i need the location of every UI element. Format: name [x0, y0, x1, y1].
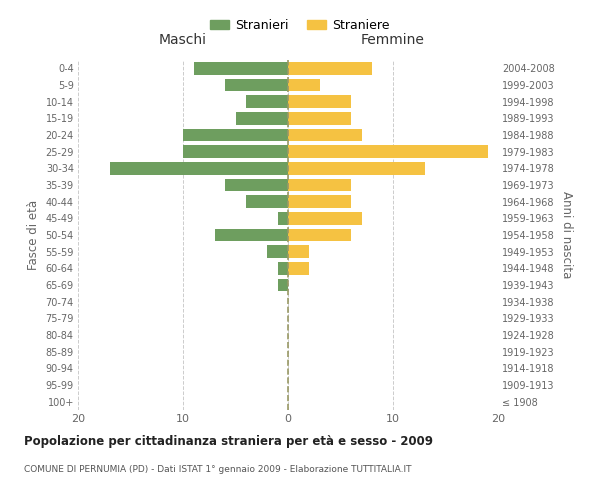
Bar	[215, 229, 288, 241]
Text: Maschi: Maschi	[159, 32, 207, 46]
Text: Femmine: Femmine	[361, 32, 425, 46]
Bar	[288, 262, 309, 274]
Bar	[288, 229, 351, 241]
Bar	[225, 179, 288, 192]
Y-axis label: Anni di nascita: Anni di nascita	[560, 192, 574, 278]
Text: Popolazione per cittadinanza straniera per età e sesso - 2009: Popolazione per cittadinanza straniera p…	[24, 435, 433, 448]
Bar	[225, 79, 288, 92]
Bar	[183, 146, 288, 158]
Bar	[246, 96, 288, 108]
Bar	[288, 246, 309, 258]
Bar	[288, 112, 351, 124]
Legend: Stranieri, Straniere: Stranieri, Straniere	[205, 14, 395, 37]
Bar	[288, 62, 372, 74]
Bar	[288, 162, 425, 174]
Bar	[277, 262, 288, 274]
Bar	[288, 196, 351, 208]
Bar	[288, 79, 320, 92]
Bar	[288, 179, 351, 192]
Bar	[277, 279, 288, 291]
Bar	[288, 129, 361, 141]
Bar	[183, 129, 288, 141]
Text: COMUNE DI PERNUMIA (PD) - Dati ISTAT 1° gennaio 2009 - Elaborazione TUTTITALIA.I: COMUNE DI PERNUMIA (PD) - Dati ISTAT 1° …	[24, 465, 412, 474]
Bar	[267, 246, 288, 258]
Bar	[193, 62, 288, 74]
Bar	[235, 112, 288, 124]
Y-axis label: Fasce di età: Fasce di età	[27, 200, 40, 270]
Bar	[288, 96, 351, 108]
Bar	[288, 146, 487, 158]
Bar	[109, 162, 288, 174]
Bar	[288, 212, 361, 224]
Bar	[277, 212, 288, 224]
Bar	[246, 196, 288, 208]
